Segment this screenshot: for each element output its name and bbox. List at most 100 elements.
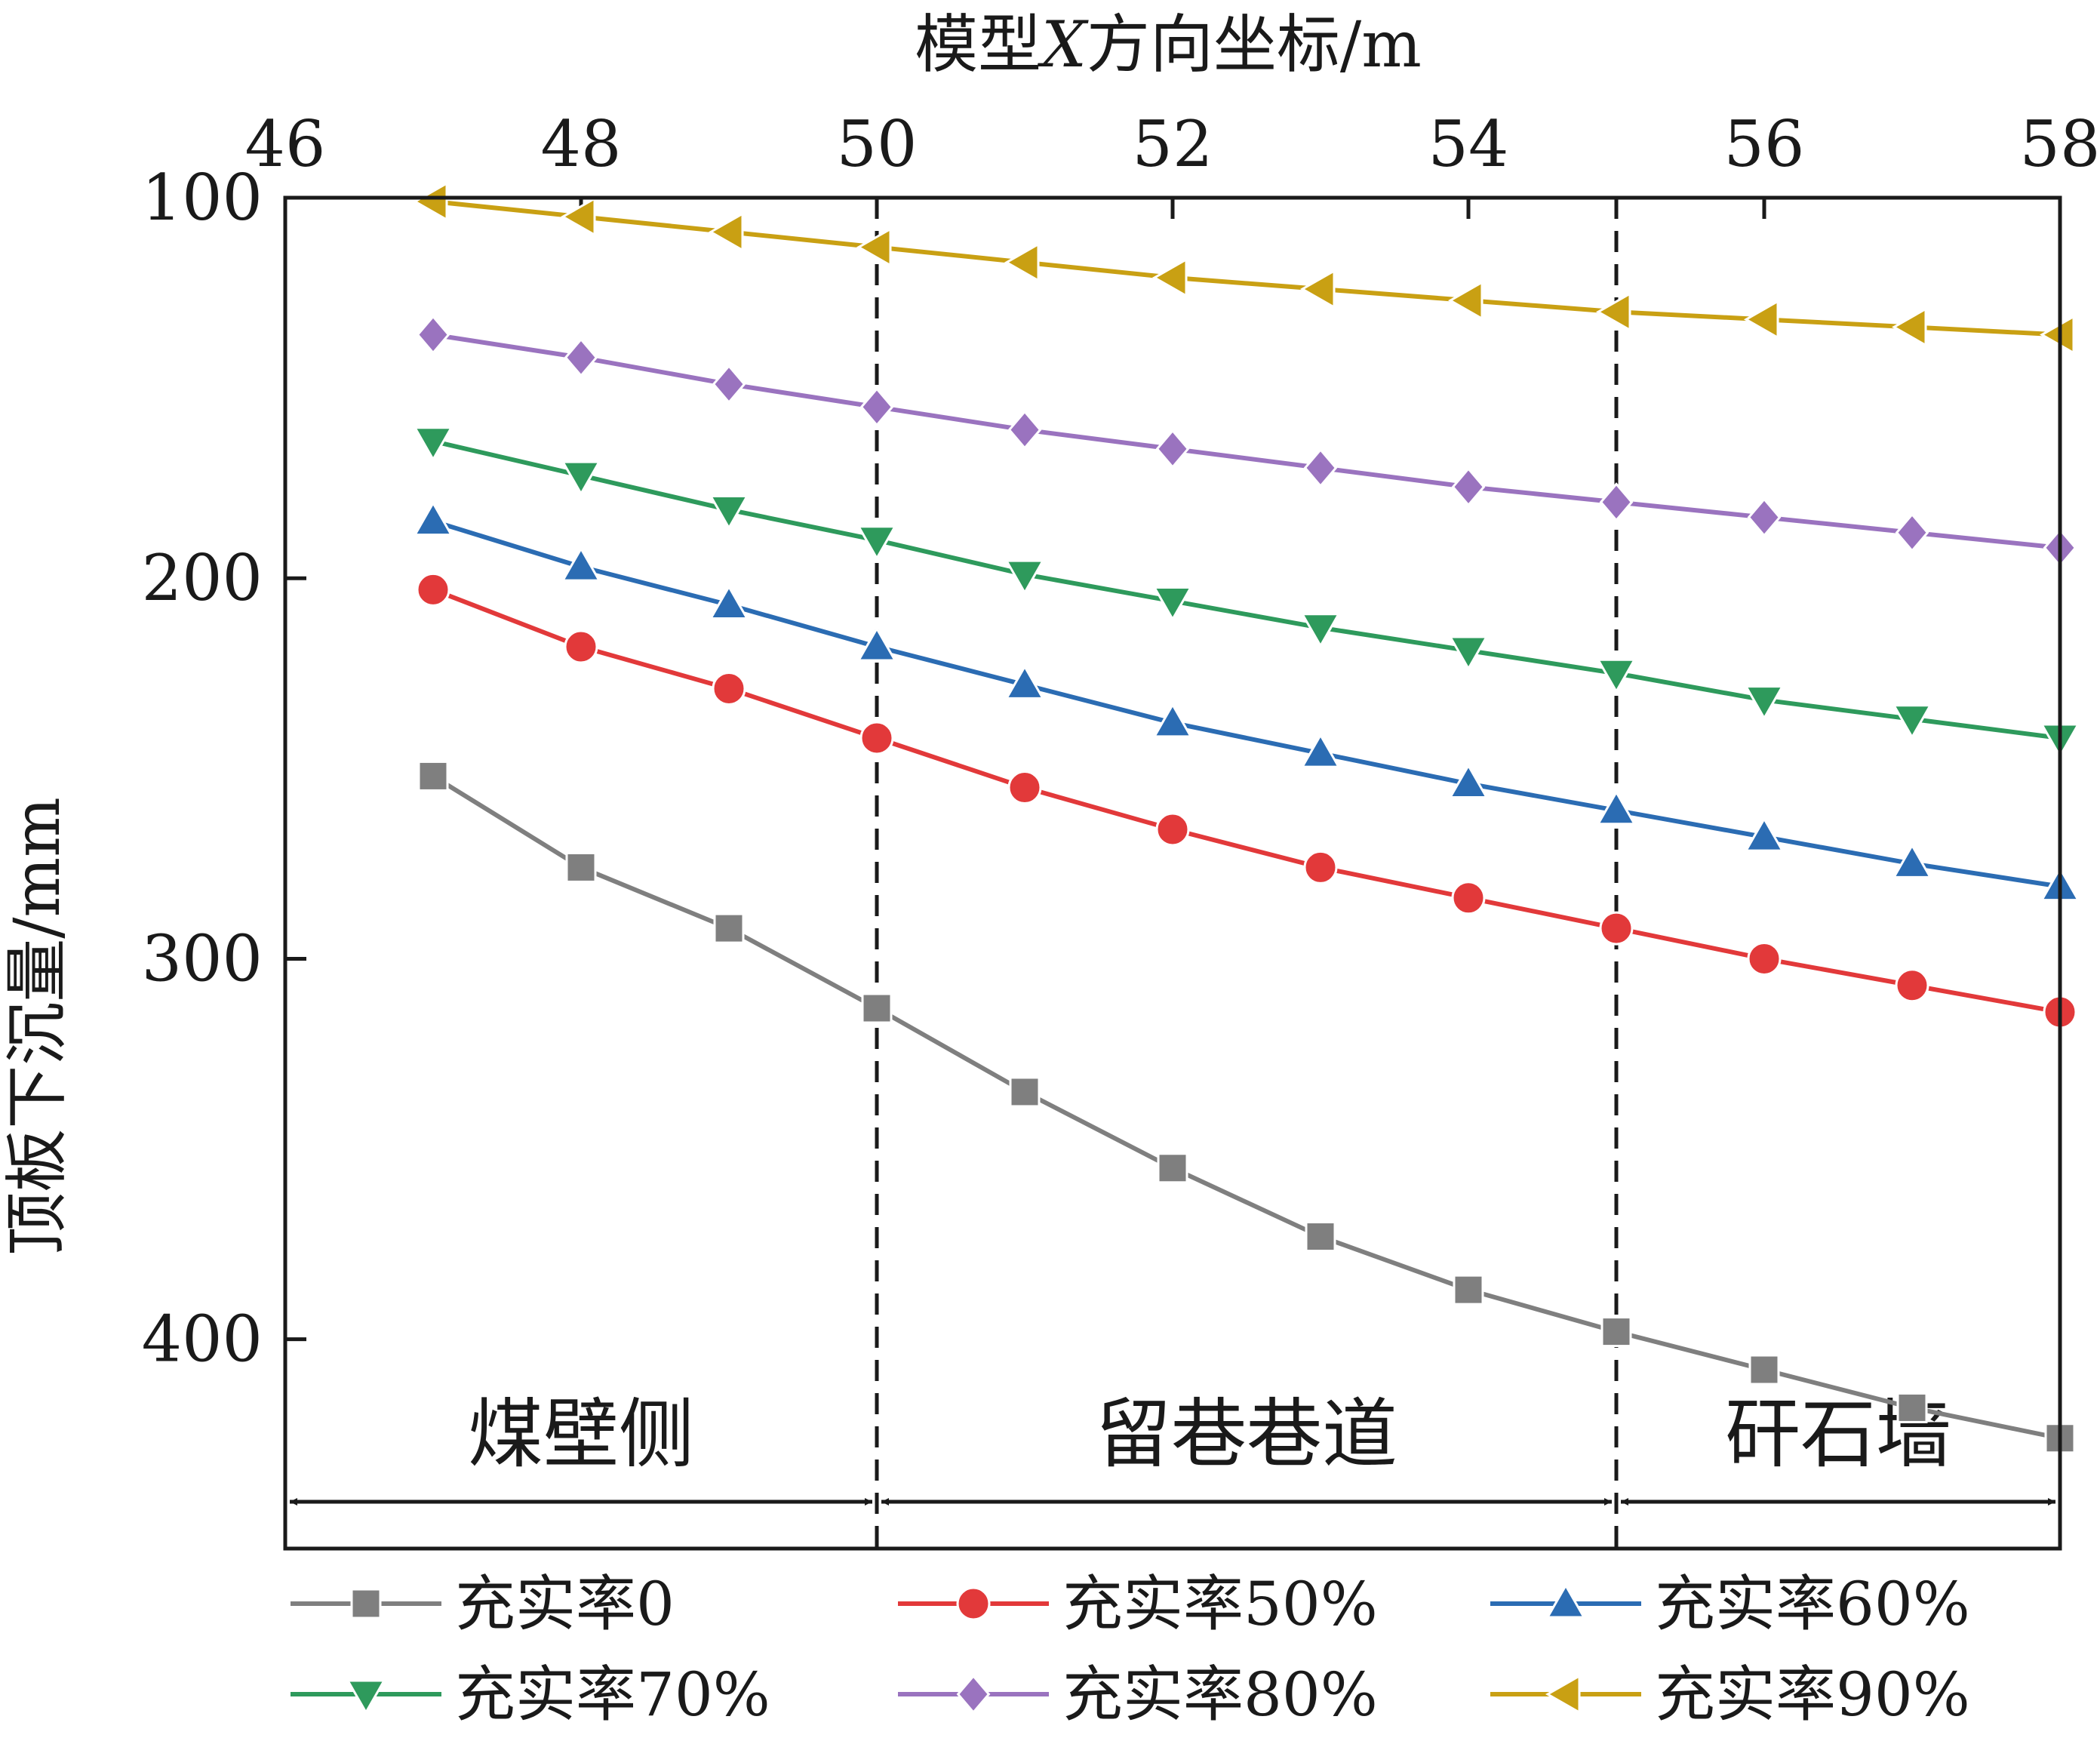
x-axis-title: 模型X方向坐标/m [915,8,1422,82]
series-0-point-6 [1305,1221,1336,1253]
y-tick-label-300: 300 [142,921,263,995]
legend-marker-2 [1545,1583,1586,1619]
series-2-point-7 [1448,763,1489,799]
series-4-point-0 [416,315,450,355]
series-1-point-7 [1451,881,1486,915]
series-1-point-4 [1007,771,1042,805]
series-3-point-1 [561,460,601,497]
series-3-point-9 [1744,685,1785,721]
series-2-point-9 [1744,817,1785,852]
legend: 充实率0 充实率50% 充实率60% 充实率70% 充实率80% 充实率90% [291,1569,1970,1730]
legend-label-4: 充实率80% [1062,1659,1378,1730]
legend-label-1: 充实率50% [1062,1569,1378,1639]
series-5-point-5 [1151,257,1188,298]
legend-label-5: 充实率90% [1655,1659,1970,1730]
series-2 [413,500,2080,902]
series-2-point-4 [1004,664,1045,700]
series-5-point-6 [1299,269,1336,309]
series-5-point-10 [1891,306,1927,348]
series-0-point-10 [1896,1392,1928,1423]
series-2-point-1 [561,546,601,582]
series-4-point-1 [564,337,598,378]
plot-frame [283,195,2062,1551]
series-3-point-5 [1152,586,1193,622]
x-axis-title-suffix: 方向坐标/m [1087,8,1422,82]
series-4-point-2 [712,364,746,404]
series-4-point-5 [1155,429,1190,469]
x-axis-title-prefix: 模型 [915,8,1041,82]
legend-item-0: 充实率0 [291,1569,675,1639]
x-tick-label-56: 56 [1724,107,1805,181]
x-tick-label-46: 46 [245,107,326,181]
series-4-point-6 [1303,448,1338,488]
legend-marker-0 [350,1588,382,1619]
series-1-point-0 [416,572,450,607]
series-1-point-9 [1747,941,1782,976]
series-5 [412,181,2075,355]
series-3-point-3 [856,525,897,561]
series-4-point-7 [1451,466,1486,507]
series-2-point-6 [1300,733,1341,768]
x-tick-label-52: 52 [1133,107,1213,181]
series-0 [417,760,2076,1454]
y-tick-label-400: 400 [142,1303,263,1376]
legend-marker-4 [956,1674,991,1715]
series-line-0 [432,774,2061,1441]
series-0-point-9 [1748,1354,1780,1386]
series-4-point-9 [1747,497,1782,537]
series-3-point-6 [1300,613,1341,648]
series-1-point-3 [859,721,894,755]
y-tick-label-200: 200 [142,541,263,615]
x-tick-label-58: 58 [2020,107,2100,181]
series-5-point-2 [708,211,744,252]
series-0-point-0 [417,760,449,792]
series-1-point-6 [1303,850,1338,884]
series-1-point-2 [712,671,746,706]
legend-item-4: 充实率80% [898,1659,1378,1730]
series-0-point-3 [861,992,893,1024]
series-1-point-8 [1599,911,1634,946]
series-line-3 [432,438,2061,740]
series-4-point-10 [1895,512,1929,553]
x-tick-label-48: 48 [541,107,622,181]
series-4-point-4 [1007,410,1042,450]
series-3-point-8 [1596,658,1637,694]
series-0-point-7 [1453,1274,1484,1306]
region-label-0: 煤壁侧 [468,1390,694,1478]
series-1-point-5 [1155,812,1190,847]
series-5-point-8 [1595,291,1631,332]
series-line-5 [432,199,2061,337]
region-label-1: 留巷巷道 [1096,1390,1397,1478]
series-line-4 [432,332,2061,550]
x-axis-ticks: 46 48 50 52 54 56 58 [245,107,2100,219]
series-0-point-1 [565,851,597,883]
series-0-point-5 [1157,1152,1188,1184]
series-0-point-8 [1600,1316,1632,1348]
series-2-point-0 [413,500,454,537]
series-0-point-4 [1009,1076,1041,1108]
legend-label-0: 充实率0 [455,1569,675,1639]
legend-label-2: 充实率60% [1655,1569,1970,1639]
series-2-point-10 [1892,843,1932,878]
x-tick-label-50: 50 [837,107,918,181]
series-2-point-2 [709,584,749,620]
series-1 [416,572,2077,1029]
y-axis-title: 顶板下沉量/mm [0,797,74,1256]
region-annotations: 煤壁侧 留巷巷道 矸石墙 [290,1390,2055,1506]
series-5-point-0 [412,181,448,222]
series-line-2 [432,518,2061,889]
series-2-point-3 [856,626,897,662]
x-tick-label-54: 54 [1428,107,1509,181]
series-4 [416,315,2077,568]
legend-label-3: 充实率70% [455,1659,770,1730]
series-3-point-10 [1892,704,1932,740]
legend-marker-1 [956,1586,991,1621]
legend-item-5: 充实率90% [1490,1659,1970,1730]
legend-marker-3 [346,1679,386,1715]
legend-item-3: 充实率70% [291,1659,770,1730]
legend-item-2: 充实率60% [1490,1569,1970,1639]
series-5-point-4 [1004,242,1040,283]
series-0-point-2 [713,912,745,944]
series-3-point-7 [1448,635,1489,672]
